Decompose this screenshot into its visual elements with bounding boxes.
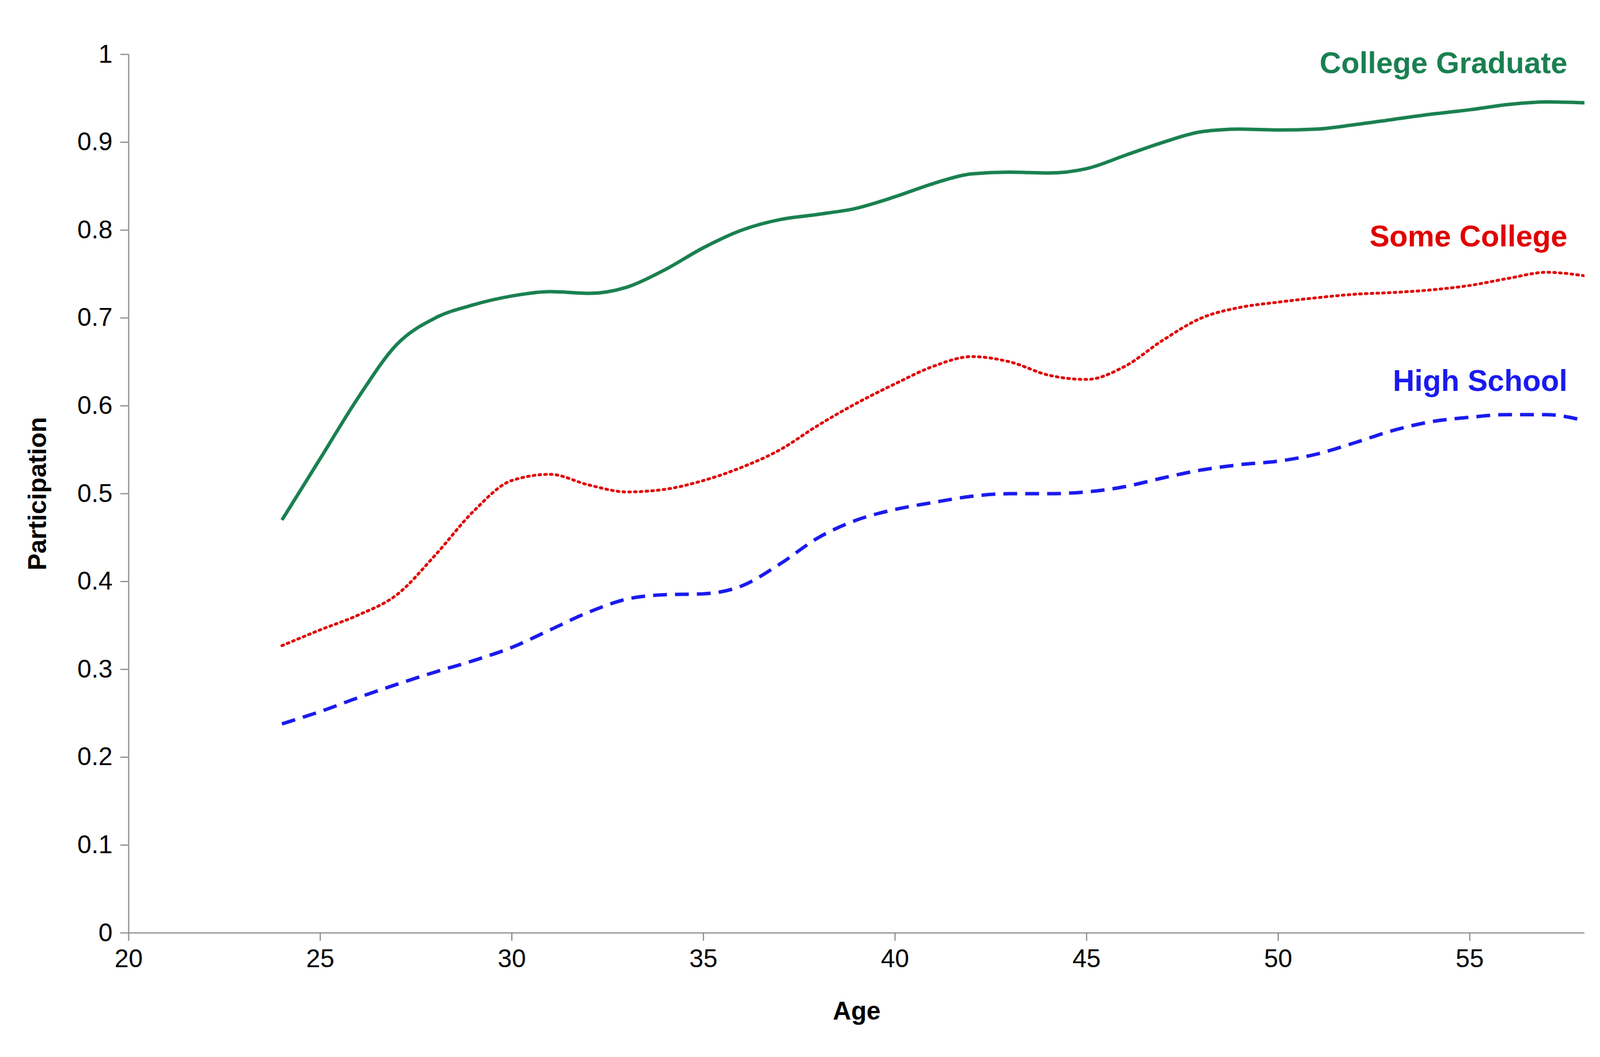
svg-text:1: 1 [98,39,113,68]
svg-text:Some College: Some College [1369,219,1568,253]
svg-text:20: 20 [114,944,143,973]
svg-text:25: 25 [306,944,335,973]
svg-text:0.3: 0.3 [77,654,113,683]
svg-text:Participation: Participation [23,416,52,571]
svg-text:55: 55 [1455,944,1484,973]
svg-text:40: 40 [880,944,910,973]
svg-text:0.9: 0.9 [77,127,113,156]
svg-text:College Graduate: College Graduate [1319,46,1568,80]
svg-text:0.4: 0.4 [77,566,113,595]
svg-text:Age: Age [832,996,881,1025]
svg-text:0.1: 0.1 [77,830,113,859]
svg-text:0.2: 0.2 [77,742,113,771]
svg-text:High School: High School [1392,363,1568,398]
svg-text:0.8: 0.8 [77,215,113,244]
svg-text:50: 50 [1264,944,1293,973]
svg-text:0.7: 0.7 [77,302,113,332]
svg-text:45: 45 [1072,944,1101,973]
svg-text:0.6: 0.6 [77,390,113,420]
svg-text:30: 30 [498,944,527,973]
svg-text:35: 35 [689,944,718,973]
svg-text:0: 0 [98,918,113,947]
svg-text:0.5: 0.5 [77,479,113,508]
